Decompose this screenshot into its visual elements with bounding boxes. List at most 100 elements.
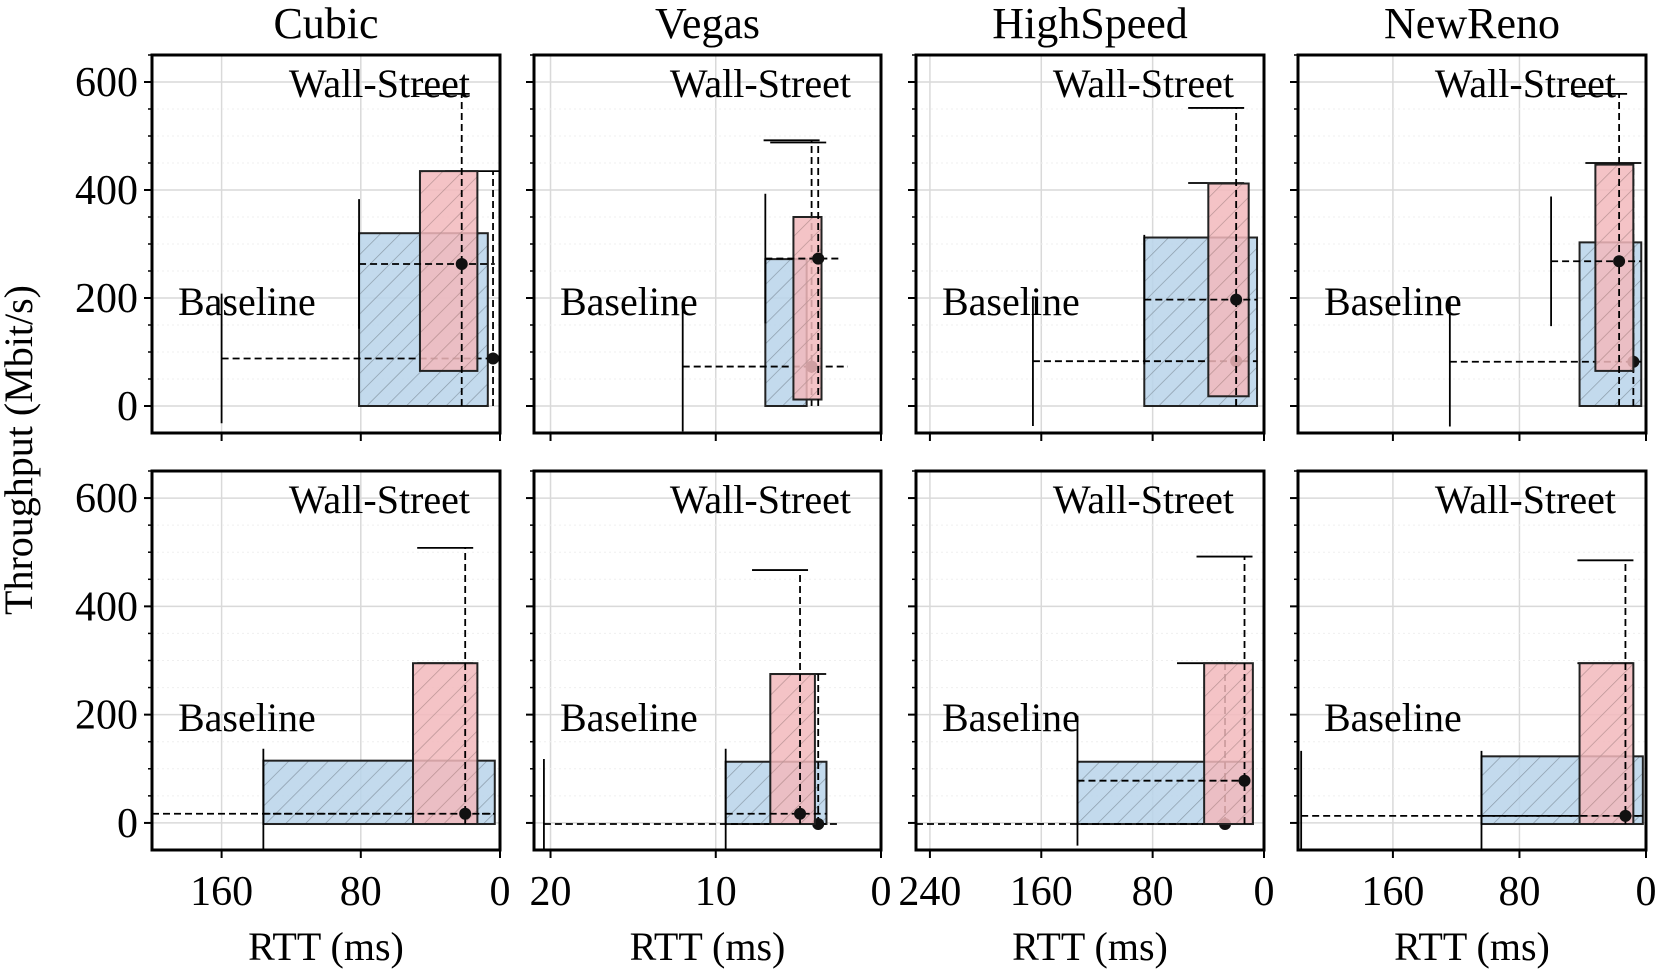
baseline-annotation: Baseline <box>178 279 316 324</box>
baseline-annotation: Baseline <box>1324 279 1462 324</box>
column-newreno: NewReno Wall-Street Baseline Wall-Street Bas… <box>1290 0 1657 969</box>
y-tick-label: 200 <box>75 276 138 322</box>
ticks <box>908 54 1265 441</box>
wallstreet-box-outline <box>769 673 816 826</box>
wallstreet-box-outline <box>1594 163 1635 372</box>
y-tick-label: 0 <box>117 384 138 430</box>
column-vegas: Vegas Wall-Street Baseline Wall-Street Basel… <box>526 0 892 969</box>
x-tick-label: 80 <box>1498 869 1540 915</box>
column-title: Vegas <box>655 0 760 48</box>
x-axis-label: RTT (ms) <box>1012 924 1168 969</box>
x-tick-label: 160 <box>190 869 253 915</box>
wallstreet-box-outline <box>1203 662 1254 826</box>
x-tick-label: 0 <box>490 869 511 915</box>
panel-cubic-row1: 0 200 400 600 Wall-Street Baseline <box>75 53 502 441</box>
data-layer <box>1032 107 1259 426</box>
wallstreet-series <box>358 92 495 406</box>
column-highspeed: HighSpeed Wall-Street Baseline Wall-Street B… <box>898 0 1274 969</box>
x-tick-label: 0 <box>1254 869 1275 915</box>
ticks <box>144 470 501 858</box>
x-tick-label: 240 <box>898 869 961 915</box>
x-tick-label: 0 <box>1636 869 1657 915</box>
data-layer <box>1448 92 1643 427</box>
wallstreet-annotation: Wall-Street <box>670 477 851 522</box>
x-axis-label: RTT (ms) <box>248 924 404 969</box>
wallstreet-series <box>1550 92 1642 406</box>
wallstreet-median-point <box>812 252 825 265</box>
wallstreet-box-outline <box>792 216 823 401</box>
wallstreet-box-outline <box>1578 662 1635 826</box>
y-tick-label: 600 <box>75 60 138 106</box>
panel-vegas-row1: Wall-Street Baseline <box>526 53 883 441</box>
x-tick-label: 20 <box>530 869 572 915</box>
x-tick-label: 80 <box>1132 869 1174 915</box>
baseline-annotation: Baseline <box>178 695 316 740</box>
wallstreet-series <box>1480 559 1643 850</box>
wallstreet-annotation: Wall-Street <box>1053 61 1234 106</box>
grid <box>534 55 881 433</box>
baseline-annotation: Baseline <box>1324 695 1462 740</box>
ticks <box>526 54 882 441</box>
panel-highspeed-row1: Wall-Street Baseline <box>908 53 1266 441</box>
data-layer <box>152 546 496 850</box>
wallstreet-median-point <box>459 807 472 820</box>
grid <box>534 471 881 850</box>
panel-vegas-row2: Wall-Street Baseline <box>526 469 883 858</box>
column-title: Cubic <box>273 0 378 48</box>
wallstreet-series <box>1143 107 1258 406</box>
y-tick-label: 400 <box>75 584 138 630</box>
wallstreet-series <box>724 569 827 850</box>
data-layer <box>681 139 848 432</box>
wallstreet-series <box>1076 555 1254 846</box>
y-tick-label: 400 <box>75 168 138 214</box>
panel-newreno-row1: Wall-Street Baseline <box>1290 53 1648 441</box>
column-cubic: Cubic 0 200 400 600 Wall-Street Baseline 0 200 40… <box>75 0 511 969</box>
x-axis-label: RTT (ms) <box>1394 924 1550 969</box>
wallstreet-median-point <box>455 257 468 270</box>
wallstreet-median-point <box>794 807 807 820</box>
x-tick-label: 10 <box>695 869 737 915</box>
data-layer <box>1300 559 1644 850</box>
y-tick-label: 0 <box>117 801 138 847</box>
x-tick-label: 0 <box>871 869 892 915</box>
panel-frame <box>532 53 883 435</box>
data-layer <box>543 569 840 850</box>
wallstreet-annotation: Wall-Street <box>1435 477 1616 522</box>
wallstreet-annotation: Wall-Street <box>1435 61 1616 106</box>
wallstreet-median-point <box>1619 809 1632 822</box>
column-title: HighSpeed <box>992 0 1188 48</box>
wallstreet-box-outline <box>418 170 479 372</box>
panel-newreno-row2: Wall-Street Baseline <box>1290 469 1648 858</box>
x-tick-label: 160 <box>1010 869 1073 915</box>
wallstreet-median-point <box>1238 774 1251 787</box>
ticks <box>144 54 501 441</box>
panel-frame <box>532 469 883 852</box>
data-layer <box>916 555 1254 850</box>
wallstreet-median-point <box>1230 293 1243 306</box>
wallstreet-annotation: Wall-Street <box>289 61 470 106</box>
wallstreet-series <box>764 141 840 406</box>
x-tick-label: 160 <box>1361 869 1424 915</box>
wallstreet-annotation: Wall-Street <box>289 477 470 522</box>
wallstreet-box-outline <box>412 662 479 826</box>
x-axis-label: RTT (ms) <box>630 924 786 969</box>
wallstreet-annotation: Wall-Street <box>670 61 851 106</box>
baseline-annotation: Baseline <box>560 279 698 324</box>
data-layer <box>220 92 500 424</box>
baseline-median-point <box>487 352 500 365</box>
wallstreet-median-point <box>1613 255 1626 268</box>
y-tick-label: 600 <box>75 476 138 522</box>
column-title: NewReno <box>1384 0 1560 48</box>
baseline-annotation: Baseline <box>942 695 1080 740</box>
wallstreet-series <box>262 546 495 850</box>
ticks <box>1290 54 1647 441</box>
panel-cubic-row2: 0 200 400 600 Wall-Street Baseline <box>75 469 502 858</box>
ticks <box>526 470 882 858</box>
y-axis-label: Throughput (Mbit/s) <box>0 285 41 615</box>
baseline-annotation: Baseline <box>560 695 698 740</box>
x-tick-label: 80 <box>340 869 382 915</box>
baseline-annotation: Baseline <box>942 279 1080 324</box>
ticks <box>908 470 1265 858</box>
wallstreet-annotation: Wall-Street <box>1053 477 1234 522</box>
